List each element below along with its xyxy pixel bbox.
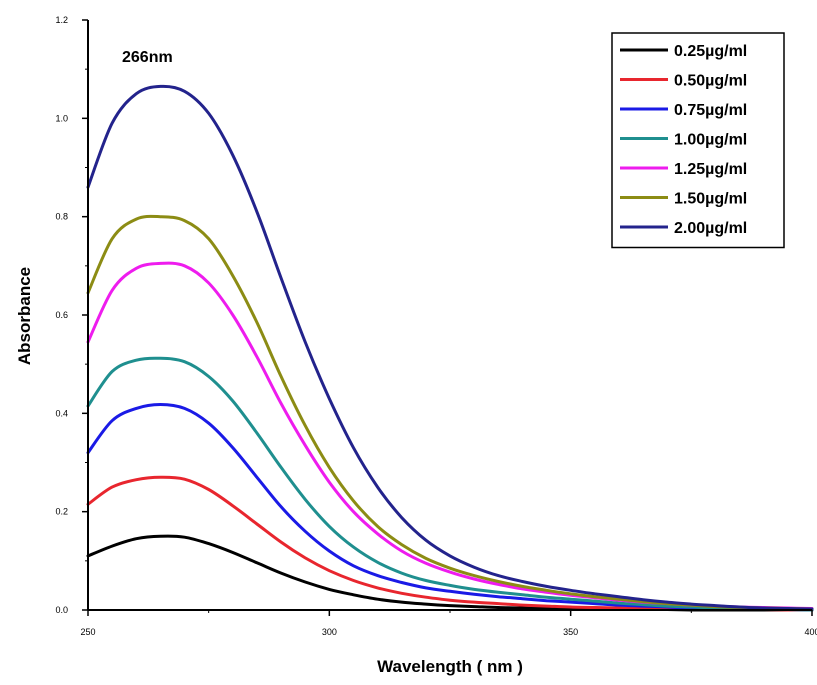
legend-label-2: 0.50µg/ml (674, 73, 747, 90)
legend-label-1: 0.25µg/ml (674, 43, 747, 60)
x-axis-title: Wavelength ( nm ) (377, 657, 523, 676)
legend-label-3: 0.75µg/ml (674, 102, 747, 119)
y-axis-title: Absorbance (15, 267, 34, 365)
x-tick-label-250: 250 (80, 627, 95, 637)
series-line-6 (86, 214, 814, 611)
legend-label-5: 1.25µg/ml (674, 161, 747, 178)
x-tick-label-300: 300 (322, 627, 337, 637)
legend-label-7: 2.00µg/ml (674, 220, 747, 237)
y-tick-label-1.0: 1.0 (55, 113, 68, 123)
y-tick-label-0.2: 0.2 (55, 507, 68, 517)
series-line-7 (86, 84, 814, 611)
series-layer (86, 84, 814, 612)
legend-box (611, 32, 785, 249)
y-tick-label-0.0: 0.0 (55, 605, 68, 615)
peak-annotation: 266nm (122, 49, 173, 66)
ticks-layer: 250 300 350 400 0.0 0.2 0.4 0.6 0.8 1.0 1.2 (55, 15, 817, 637)
legend: 0.25µg/ml 0.50µg/ml 0.75µg/ml 1.00µg/ml 1.25… (611, 32, 785, 249)
y-tick-label-0.4: 0.4 (55, 408, 68, 418)
y-tick-label-1.2: 1.2 (55, 15, 68, 25)
x-tick-label-400: 400 (804, 627, 817, 637)
legend-label-6: 1.50µg/ml (674, 191, 747, 208)
series-line-3 (86, 403, 814, 612)
legend-label-4: 1.00µg/ml (674, 132, 747, 149)
x-tick-label-350: 350 (563, 627, 578, 637)
y-tick-label-0.8: 0.8 (55, 212, 68, 222)
series-line-4 (86, 356, 814, 612)
y-tick-label-0.6: 0.6 (55, 310, 68, 320)
